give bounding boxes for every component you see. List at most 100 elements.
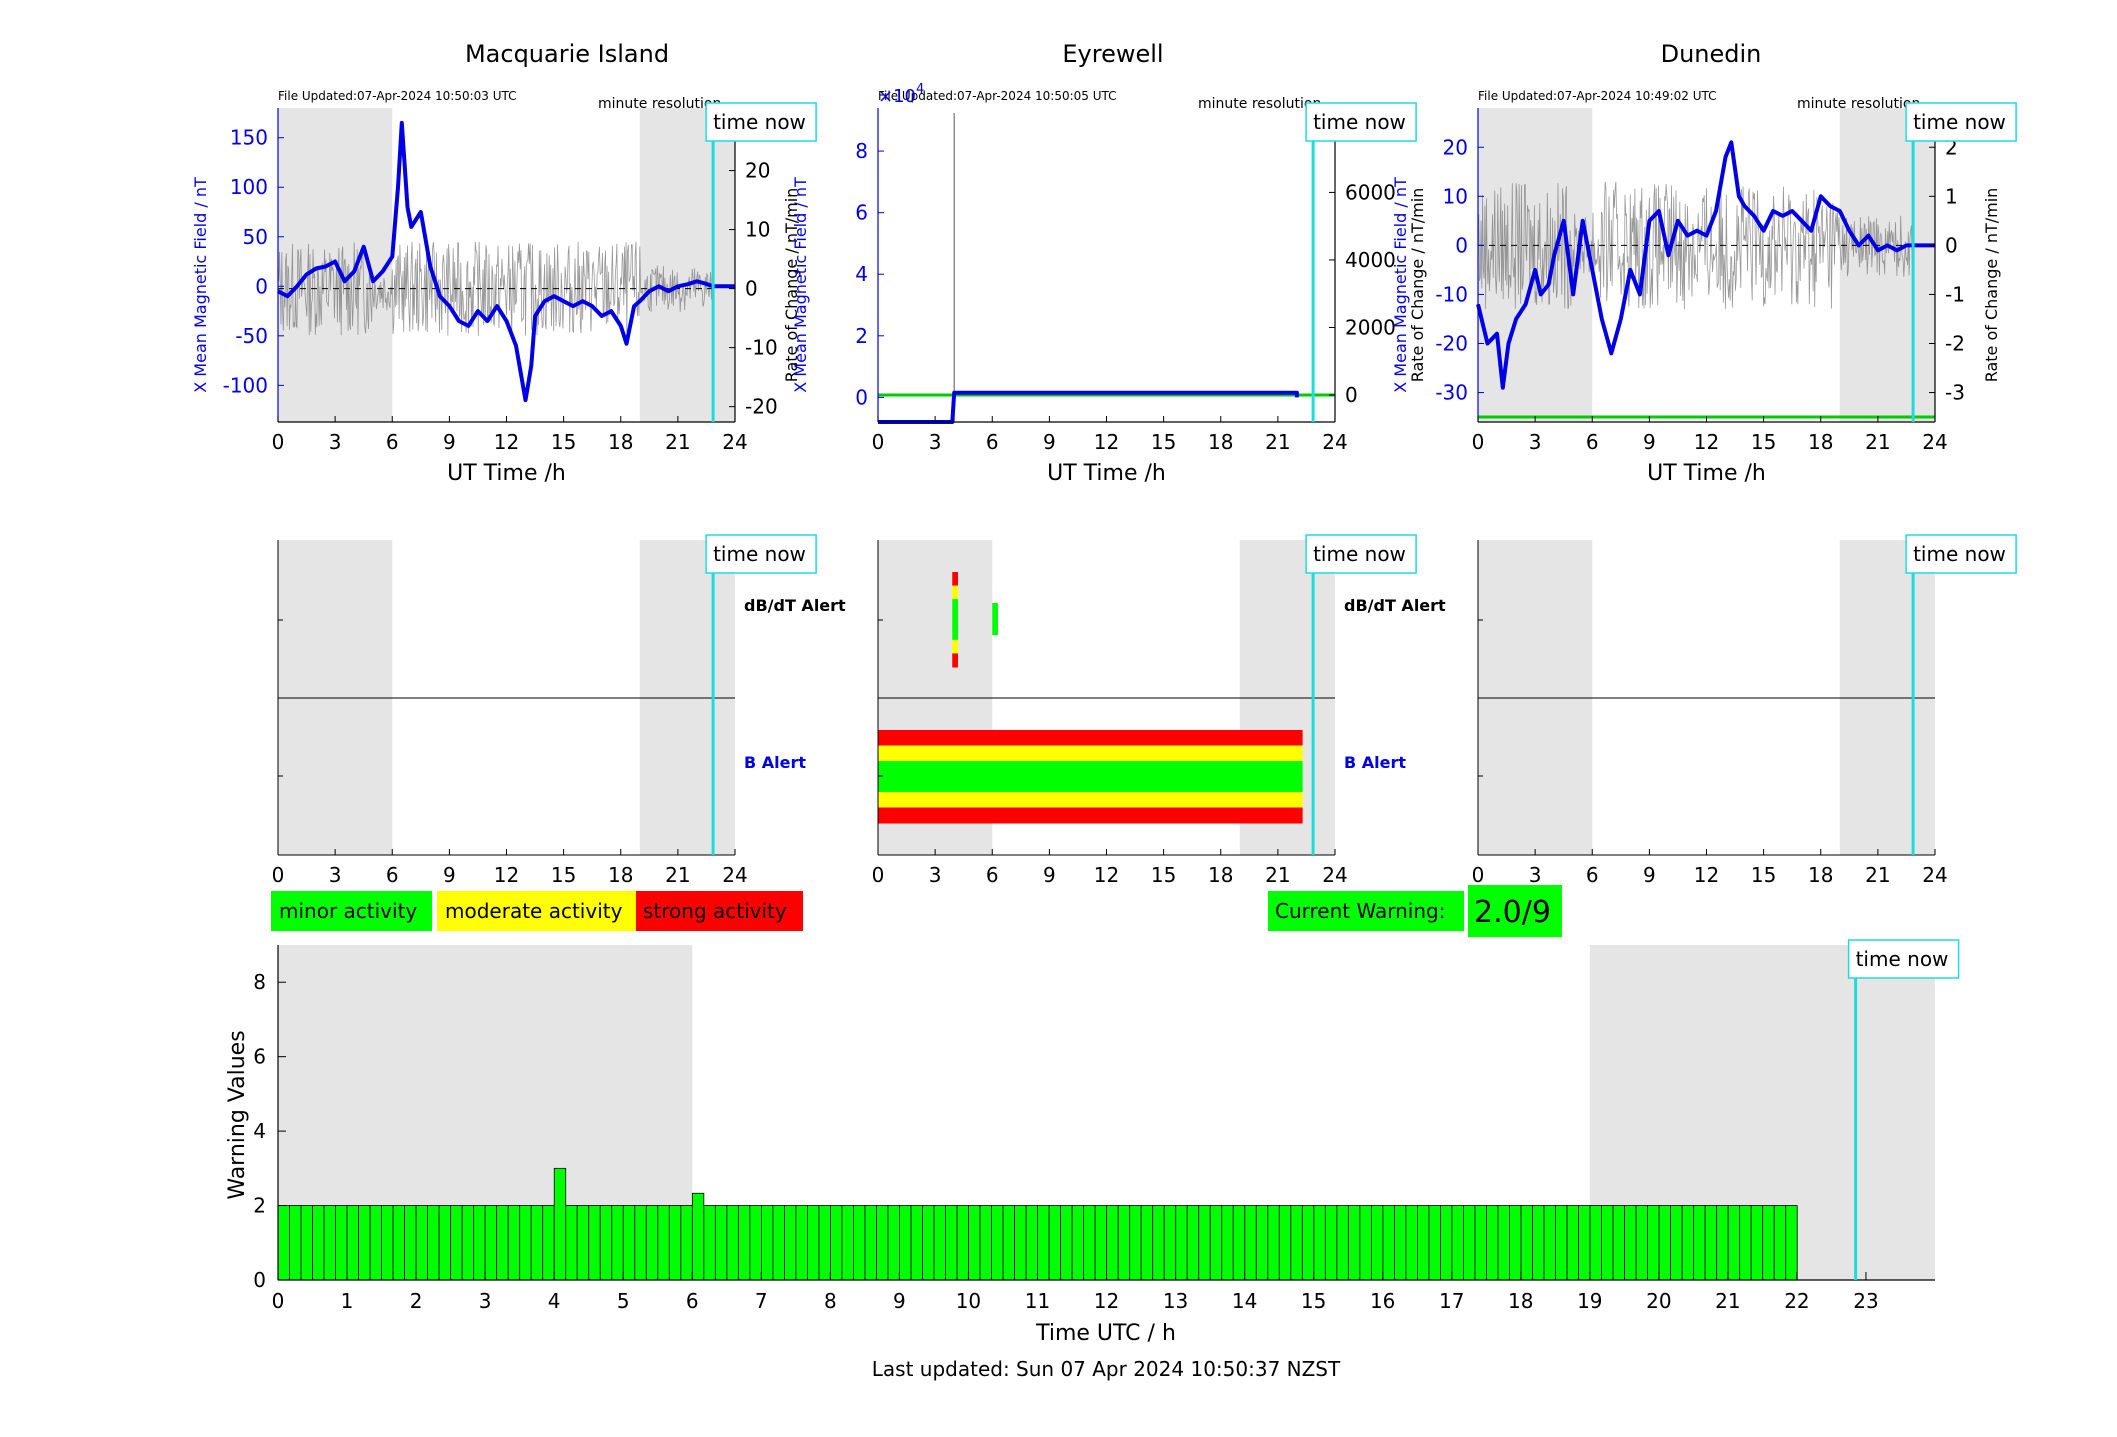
warning-bar [1463,1205,1476,1281]
warning-bar [1255,1205,1269,1281]
x-tick-label: 22 [1784,1289,1809,1313]
y2-tick-label: 4000 [1345,248,1396,272]
warning-bar [1117,1205,1131,1281]
y2-tick-label: -20 [745,395,778,419]
y-tick-label: -20 [1435,332,1468,356]
title-macquarie: Macquarie Island [465,40,669,68]
x-tick-label: 16 [1370,1289,1395,1313]
x-tick-label: 5 [617,1289,630,1313]
x-tick-label: 4 [548,1289,561,1313]
warning-bar [1175,1205,1188,1281]
y-tick-label: -50 [235,324,268,348]
current-warning-label: Current Warning: [1275,899,1445,923]
warning-bar [1140,1205,1154,1281]
y-tick-label: 8 [855,139,868,163]
warning-bar [1221,1205,1234,1281]
warning-bar [1267,1205,1280,1281]
warning-bar [1014,1205,1027,1281]
warning-bar [772,1205,785,1281]
warning-bar [876,1205,889,1281]
warning-bar [668,1205,682,1281]
x-tick-label: 9 [443,863,456,887]
x-tick-label: 3 [329,863,342,887]
x-tick-label: 8 [824,1289,837,1313]
dbdt-alert-bar [952,653,958,668]
warning-bar [737,1205,751,1281]
x-tick-label: 24 [1322,430,1347,454]
b-alert-bar [878,792,1303,808]
alert-2-time-now-label: time now [1913,542,2006,566]
y2-axis-label: Rate of Change / nT/min [782,188,801,383]
warning-bar [1520,1205,1533,1281]
warning-bar [1440,1205,1453,1281]
dbdt-alert-bar [952,572,958,587]
top-1-time-now-box [1305,102,1417,142]
warning-bar [760,1205,774,1281]
alert-1-time-now-box [1305,534,1417,574]
warning-bar [1670,1205,1683,1281]
dbdt-alert-bar [952,612,958,627]
x-tick-label: 20 [1646,1289,1671,1313]
warning-bar [277,1205,290,1281]
warning-bar [1232,1205,1246,1281]
warning-bar [795,1205,808,1281]
warning-bar [1094,1205,1108,1281]
warning-bar [1612,1205,1625,1281]
x-tick-label: 21 [1265,430,1290,454]
warning-bar [956,1205,969,1281]
y2-tick-label: -3 [1945,381,1965,405]
x-tick-label: 23 [1853,1289,1878,1313]
x-tick-label: 24 [722,430,747,454]
y-tick-label: 2 [253,1194,266,1218]
warning-bar [818,1205,831,1281]
x-tick-label: 24 [1322,863,1347,887]
x-tick-label: 0 [1472,430,1485,454]
panel-0: 0 3 6 9 12 15 18 21 24-100-50050100150-20-100102… [191,100,817,486]
warning-bar [346,1205,359,1281]
warning-bar [1301,1205,1315,1281]
warning-bar [289,1205,302,1281]
warning-bar [1186,1205,1200,1281]
warning-bar [1002,1205,1015,1281]
b-alert-bar [878,776,1303,793]
warning-bar [680,1205,693,1281]
x-tick-label: 15 [1751,863,1776,887]
y-tick-label: 150 [230,126,268,150]
warning-bar [922,1205,935,1281]
x-tick-label: 21 [665,863,690,887]
y2-axis-label: Rate of Change / nT/min [1408,188,1427,383]
warning-bar [726,1205,739,1281]
warning-bar [519,1205,532,1281]
b-label-eyrewell: B Alert [1344,753,1406,772]
x-tick-label: 21 [1715,1289,1740,1313]
dbdt-label-macquarie: dB/dT Alert [744,596,846,615]
x-tick-label: 6 [386,863,399,887]
warning-bar [588,1205,601,1281]
y-tick-label: -30 [1435,381,1468,405]
x-tick-label: 24 [722,863,747,887]
warning-bar [369,1205,382,1281]
y2-axis-label: Rate of Change / nT/min [1982,188,2001,383]
x-tick-label: 0 [872,863,885,887]
warning-bar [1290,1205,1303,1281]
warning-bar [933,1205,946,1281]
y2-tick-label: -10 [745,336,778,360]
warning-bar [1578,1205,1591,1281]
x-tick-label: 3 [1529,430,1542,454]
warning-bar [634,1205,647,1281]
x-tick-label: 6 [1586,863,1599,887]
legend-strong: strong activity [643,899,787,923]
top-0-time-now-label: time now [713,110,806,134]
warning-bar [1509,1205,1522,1281]
warning-bar [864,1205,877,1281]
warning-bar [1278,1205,1292,1281]
warning-bar [1083,1205,1096,1281]
x-tick-label: 6 [986,863,999,887]
x-tick-label: 6 [1586,430,1599,454]
warning-bar [1727,1205,1741,1281]
y-tick-label: 20 [1443,135,1468,159]
warning-bar [1486,1205,1499,1281]
y-axis-label: X Mean Magnetic Field / nT [1391,177,1410,393]
legend-moderate-swatch [437,891,637,931]
rate-of-change-trace [1477,181,1914,310]
